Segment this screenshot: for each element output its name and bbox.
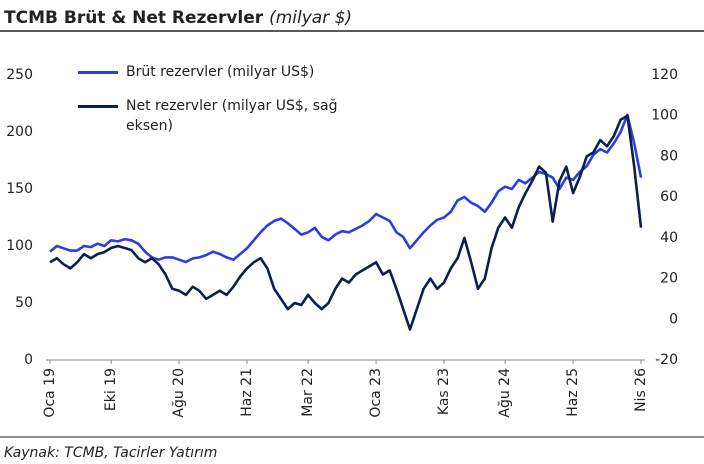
y2-tick-label: 60 [660, 189, 678, 205]
legend-item: Brüt rezervler (milyar US$) [78, 62, 346, 82]
y-tick-label: 100 [6, 238, 33, 254]
legend-swatch [78, 71, 118, 74]
legend-item: Net rezervler (milyar US$, sağ eksen) [78, 96, 346, 136]
y-tick-label: 250 [6, 67, 33, 83]
y-tick-label: 0 [24, 352, 33, 368]
title-text: TCMB Brüt & Net Rezervler [4, 8, 264, 28]
x-tick-label: Eki 19 [103, 368, 119, 411]
x-tick-label: Oca 23 [368, 368, 384, 418]
x-tick-label: Mar 22 [300, 368, 316, 417]
legend-label: Brüt rezervler (milyar US$) [126, 64, 315, 80]
legend-label: Net rezervler (milyar US$, sağ eksen) [126, 98, 338, 134]
chart-title: TCMB Brüt & Net Rezervler (milyar $) [4, 8, 352, 28]
x-tick-label: Ağu 24 [497, 368, 513, 418]
y2-tick-label: 20 [660, 271, 678, 287]
y2-tick-label: -20 [655, 352, 678, 368]
x-tick-label: Haz 21 [239, 368, 255, 417]
series-line [49, 114, 643, 331]
series-line [49, 113, 643, 264]
subtitle-text: (milyar $) [269, 8, 352, 28]
y2-tick-label: 40 [660, 230, 678, 246]
y2-tick-label: 0 [669, 311, 678, 327]
y2-tick-label: 80 [660, 148, 678, 164]
x-tick-label: Haz 25 [565, 368, 581, 417]
x-tick-label: Kas 23 [436, 368, 452, 415]
y-tick-label: 50 [15, 295, 33, 311]
y2-tick-label: 100 [651, 108, 678, 124]
x-tick-label: Nis 26 [633, 368, 649, 412]
legend: Brüt rezervler (milyar US$) Net rezervler… [78, 62, 346, 150]
x-tick-label: Oca 19 [42, 368, 58, 418]
x-tick-label: Ağu 20 [171, 368, 187, 418]
y-tick-label: 200 [6, 124, 33, 140]
y2-tick-label: 120 [651, 67, 678, 83]
source: Kaynak: TCMB, Tacirler Yatırım [4, 445, 217, 461]
legend-swatch [78, 105, 118, 108]
y-tick-label: 150 [6, 181, 33, 197]
